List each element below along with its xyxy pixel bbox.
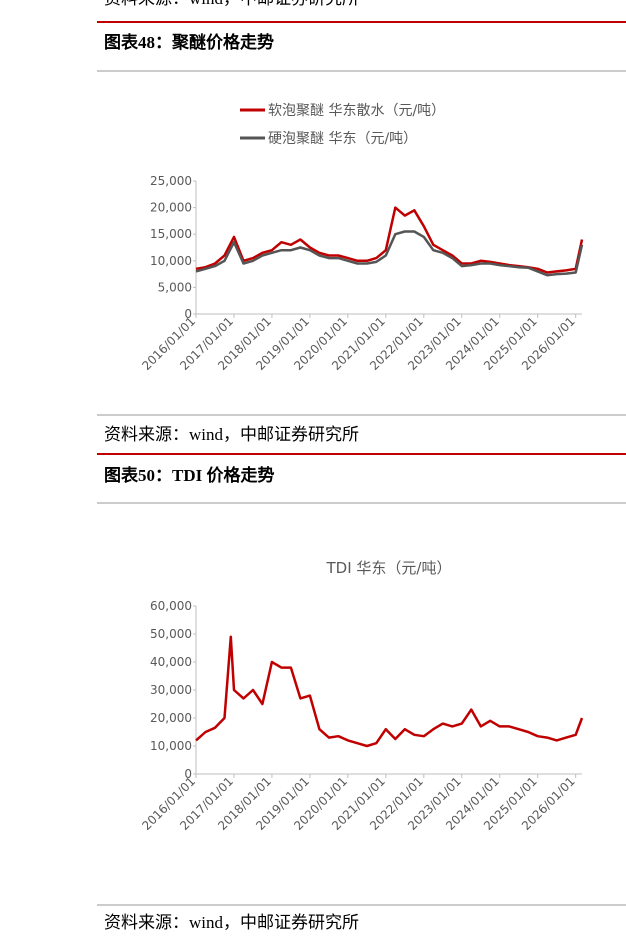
y-tick-label: 0 [184, 767, 192, 781]
chart: 05,00010,00015,00020,00025,0002016/01/01… [139, 103, 584, 373]
y-tick-label: 10,000 [150, 254, 192, 268]
legend-label: 硬泡聚醚 华东（元/吨） [268, 131, 417, 147]
source-text: 资料来源：wind，中邮证券研究所 [104, 913, 359, 932]
y-tick-label: 50,000 [150, 627, 192, 641]
y-tick-label: 5,000 [158, 280, 192, 294]
y-tick-label: 60,000 [150, 599, 192, 613]
figure-header: 图表50：TDI 价格走势 [104, 465, 274, 485]
series-line [195, 635, 584, 748]
y-tick-label: 40,000 [150, 655, 192, 669]
y-tick-label: 30,000 [150, 683, 192, 697]
y-tick-label: 20,000 [150, 201, 192, 215]
y-tick-label: 0 [184, 307, 192, 321]
y-tick-label: 20,000 [150, 711, 192, 725]
source-text: 资料来源：wind，中邮证券研究所 [104, 0, 359, 8]
legend-label: 软泡聚醚 华东散水（元/吨） [268, 103, 445, 119]
chart: 010,00020,00030,00040,00050,00060,000201… [139, 559, 584, 833]
chart-title: TDI 华东（元/吨） [326, 559, 452, 577]
figure-header: 图表48：聚醚价格走势 [104, 32, 274, 52]
series-line [195, 206, 584, 274]
y-tick-label: 25,000 [150, 174, 192, 188]
y-tick-label: 15,000 [150, 227, 192, 241]
source-text: 资料来源：wind，中邮证券研究所 [104, 425, 359, 444]
y-tick-label: 10,000 [150, 739, 192, 753]
series-line [195, 230, 584, 277]
